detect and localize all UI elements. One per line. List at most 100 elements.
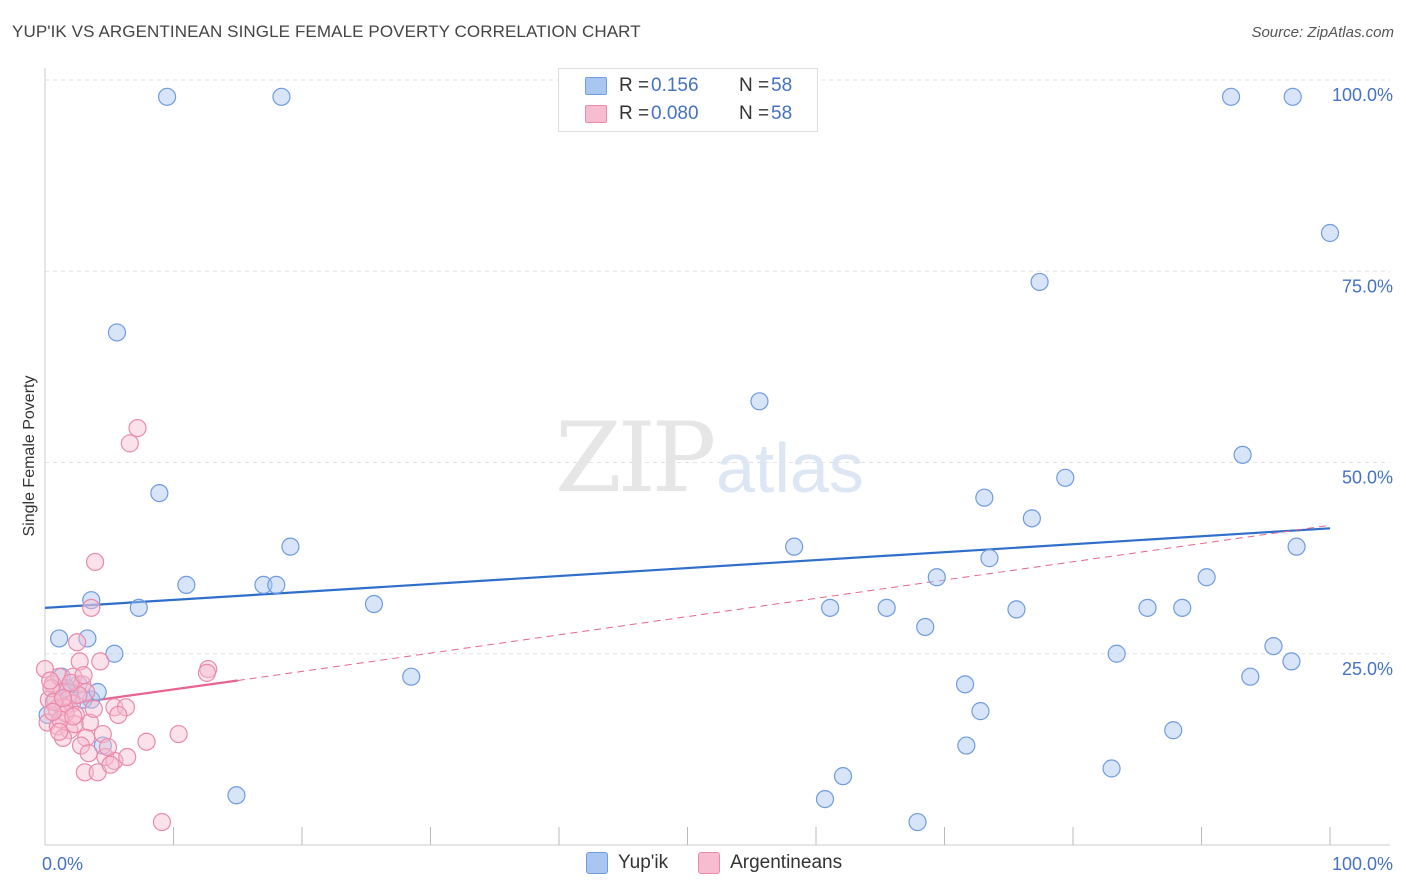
legend-r-label: R =: [619, 103, 650, 124]
data-point: [41, 671, 60, 690]
legend-row-yupik: R = 0.156 N = 58: [559, 72, 792, 100]
series-name-yupik: Yup'ik: [618, 852, 669, 873]
legend-swatch-yupik: [585, 77, 607, 95]
data-point: [71, 736, 91, 755]
data-point: [75, 763, 94, 782]
legend-row-argentineans: R = 0.080 N = 58: [559, 100, 792, 128]
data-point: [971, 702, 990, 721]
data-point: [116, 698, 136, 717]
watermark-zip: ZIP: [555, 402, 716, 514]
data-point: [957, 736, 976, 755]
data-point: [43, 702, 62, 721]
legend-n-value-yupik: 58: [771, 75, 793, 96]
x-tick-label: 100.0%: [1332, 854, 1393, 874]
data-point: [1164, 721, 1183, 740]
y-tick-label: 100.0%: [1332, 85, 1393, 105]
series-swatch-yupik: [586, 852, 608, 874]
data-point: [908, 812, 927, 832]
data-point: [118, 747, 137, 767]
data-point: [1320, 223, 1340, 243]
data-point: [1056, 468, 1075, 487]
x-tick-label: 0.0%: [42, 854, 83, 874]
legend-n-value-argentineans: 58: [771, 103, 793, 124]
data-point: [157, 87, 177, 106]
data-point: [227, 786, 246, 805]
data-point: [1007, 600, 1026, 619]
y-tick-label: 25.0%: [1342, 659, 1393, 679]
grid-lines: [45, 79, 1390, 655]
axes: [44, 68, 1390, 846]
data-point: [955, 675, 975, 694]
y-tick-label: 50.0%: [1342, 468, 1393, 488]
chart-title: YUP'IK VS ARGENTINEAN SINGLE FEMALE POVE…: [12, 22, 641, 41]
trend-line: [237, 524, 1331, 682]
data-point: [68, 633, 87, 652]
data-point: [64, 707, 83, 726]
data-point: [150, 484, 169, 503]
data-point: [402, 667, 421, 686]
data-point: [364, 594, 384, 614]
data-point: [272, 87, 291, 106]
data-point: [254, 575, 273, 595]
data-point: [1107, 644, 1126, 663]
data-point: [70, 652, 89, 671]
data-point: [815, 789, 835, 809]
tick-labels: 25.0% 50.0% 75.0% 100.0% 0.0% 100.0%: [42, 85, 1393, 874]
data-point: [128, 418, 147, 438]
series-swatch-argentineans: [698, 852, 721, 874]
data-point: [980, 549, 999, 568]
data-point: [120, 434, 139, 453]
data-point: [927, 568, 946, 587]
legend-swatch-argentineans: [585, 105, 607, 123]
data-point: [1241, 667, 1260, 686]
data-point: [129, 598, 148, 617]
data-point: [1233, 445, 1252, 464]
y-tick-label: 75.0%: [1342, 276, 1393, 296]
data-point: [78, 629, 97, 648]
data-point: [65, 715, 84, 734]
watermark-atlas: atlas: [716, 429, 864, 507]
data-point: [82, 591, 101, 610]
data-point: [152, 812, 172, 832]
data-point: [105, 644, 124, 663]
trend-lines: [44, 524, 1331, 709]
data-point: [197, 663, 217, 682]
data-point: [1282, 652, 1301, 671]
data-point: [177, 575, 196, 595]
data-point: [1221, 87, 1241, 106]
data-point: [1197, 568, 1216, 587]
data-point: [916, 617, 935, 637]
data-point: [1102, 759, 1121, 778]
data-point: [1287, 537, 1306, 556]
legend-n-label: N =: [739, 103, 770, 124]
series-legend: Yup'ik Argentineans: [586, 852, 872, 874]
data-point: [281, 537, 300, 556]
trend-line: [44, 679, 238, 709]
series-legend-yupik[interactable]: Yup'ik: [586, 852, 668, 874]
data-point: [109, 705, 128, 725]
data-point: [86, 552, 105, 572]
data-point: [80, 713, 100, 732]
data-point: [785, 537, 804, 556]
data-point: [1173, 598, 1192, 617]
legend-n-label: N =: [739, 75, 770, 96]
data-point: [82, 598, 101, 617]
data-point: [1030, 272, 1049, 292]
data-point: [74, 666, 93, 685]
data-point: [79, 744, 98, 763]
data-point: [50, 722, 69, 741]
data-point: [1264, 636, 1283, 656]
data-point: [821, 598, 840, 617]
data-point: [107, 323, 127, 342]
series-name-argentineans: Argentineans: [730, 852, 843, 873]
legend-r-value-argentineans: 0.080: [651, 103, 699, 124]
data-point: [53, 689, 73, 708]
series-legend-argentineans[interactable]: Argentineans: [698, 852, 842, 874]
data-point: [50, 629, 69, 648]
data-point: [101, 755, 120, 774]
data-point: [1283, 87, 1302, 106]
data-point: [169, 724, 188, 744]
data-point: [98, 737, 118, 757]
data-point: [84, 699, 103, 718]
data-point: [833, 767, 853, 786]
